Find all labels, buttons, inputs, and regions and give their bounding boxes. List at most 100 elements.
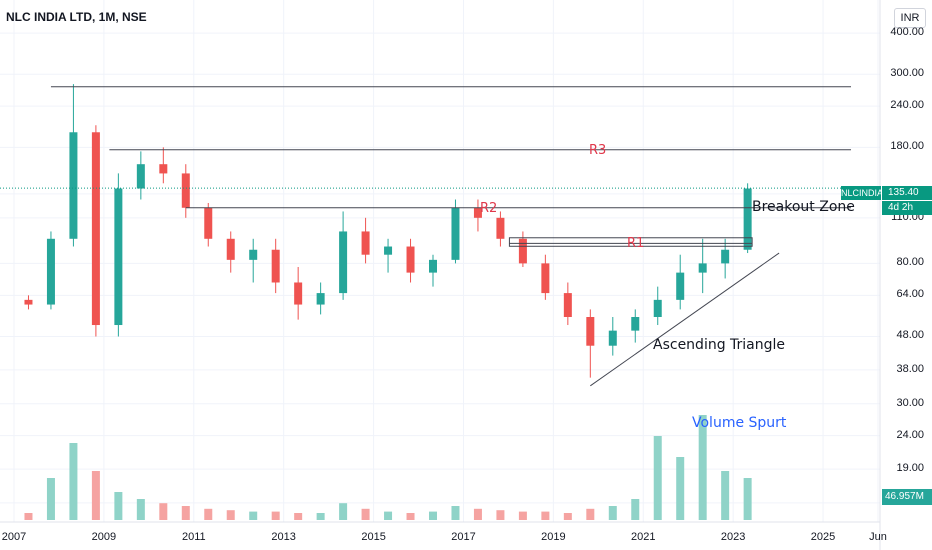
symbol-badge: NLCINDIA xyxy=(841,186,884,200)
label-r2: R2 xyxy=(480,201,498,216)
y-tick-label: 48.00 xyxy=(896,329,924,342)
candle-body xyxy=(676,272,685,300)
candle-body xyxy=(451,207,460,260)
candle-body xyxy=(24,299,33,305)
volume-bar xyxy=(361,508,370,520)
candle-body xyxy=(563,293,572,317)
candle-body xyxy=(136,164,145,189)
volume-bar xyxy=(563,513,572,520)
volume-bar xyxy=(271,511,280,520)
x-tick-label: 2009 xyxy=(91,531,117,543)
volume-bar xyxy=(384,511,393,520)
y-tick-label: 64.00 xyxy=(896,288,924,301)
label-breakout-zone: Breakout Zone xyxy=(752,199,855,215)
candles xyxy=(24,84,752,378)
label-r3: R3 xyxy=(589,143,607,158)
y-tick-label: 30.00 xyxy=(896,396,924,409)
x-tick-label: Jun xyxy=(869,531,887,543)
chart-title: NLC INDIA LTD, 1M, NSE xyxy=(6,10,147,24)
volume-bar xyxy=(24,513,33,520)
label-r1: R1 xyxy=(627,236,645,251)
volume-bar xyxy=(653,436,662,520)
candle-body xyxy=(698,263,707,273)
x-tick-label: 2023 xyxy=(720,531,746,543)
volume-bar xyxy=(608,506,617,520)
volume-bar xyxy=(541,511,550,520)
candle-body xyxy=(743,188,752,250)
volume-bar xyxy=(518,511,527,520)
countdown-badge: 4d 2h xyxy=(882,201,932,215)
volume-bar xyxy=(181,506,190,520)
y-tick-label: 80.00 xyxy=(896,256,924,269)
label-volume-spurt: Volume Spurt xyxy=(692,415,787,431)
volume-bar xyxy=(429,511,437,520)
grid-lines xyxy=(0,0,880,522)
candle-body xyxy=(608,330,617,346)
volume-bar xyxy=(204,508,213,520)
volume-badge: 46.957M xyxy=(882,489,932,505)
volume-bar xyxy=(721,471,730,520)
candle-body xyxy=(384,246,393,255)
volume-bar xyxy=(69,443,78,520)
volume-bar xyxy=(46,478,55,520)
candle-body xyxy=(159,164,168,174)
y-tick-label: 300.00 xyxy=(890,67,924,80)
y-tick-label: 19.00 xyxy=(896,462,924,475)
volume-bar xyxy=(294,513,303,520)
candle-body xyxy=(631,316,640,331)
candle-body xyxy=(271,249,280,283)
candle-body xyxy=(204,207,213,239)
volume-bar xyxy=(91,471,100,520)
candle-body xyxy=(429,259,437,273)
candle-body xyxy=(496,217,505,239)
x-tick-label: 2021 xyxy=(631,531,656,543)
candle-body xyxy=(518,238,527,264)
candle-body xyxy=(473,207,482,218)
x-tick-label: 2011 xyxy=(181,531,206,543)
volume-bar xyxy=(339,503,348,520)
candle-body xyxy=(541,263,550,294)
volume-bar xyxy=(136,499,145,520)
volume-bar xyxy=(114,492,123,520)
y-tick-label: 180.00 xyxy=(890,140,924,153)
candle-body xyxy=(226,238,235,260)
x-tick-label: 2013 xyxy=(271,531,296,543)
volume-bar xyxy=(451,506,460,520)
y-tick-label: 24.00 xyxy=(896,428,924,441)
candle-body xyxy=(586,316,595,346)
x-tick-label: 2025 xyxy=(810,531,836,543)
volume-bars xyxy=(24,415,752,520)
x-tick-label: 2015 xyxy=(361,531,386,543)
candle-body xyxy=(69,132,78,239)
candle-body xyxy=(316,293,325,305)
ascending-trendline xyxy=(590,252,780,387)
price-badge: 135.40 xyxy=(882,186,932,200)
volume-bar xyxy=(496,510,505,520)
x-tick-label: 2017 xyxy=(451,531,476,543)
volume-bar xyxy=(226,510,235,520)
candle-body xyxy=(339,231,348,294)
r1-zone-box xyxy=(508,237,753,247)
volume-bar xyxy=(698,415,707,520)
candle-body xyxy=(721,249,730,264)
candle-body xyxy=(653,299,662,317)
volume-bar xyxy=(586,508,595,520)
resistance-levels xyxy=(50,86,852,244)
candle-body xyxy=(114,188,123,326)
y-tick-label: 38.00 xyxy=(896,362,924,375)
currency-button[interactable]: INR xyxy=(894,8,926,28)
x-tick-label: 2019 xyxy=(541,531,566,543)
candle-body xyxy=(91,132,100,326)
volume-bar xyxy=(159,503,168,520)
candle-body xyxy=(406,246,415,273)
label-ascending-triangle: Ascending Triangle xyxy=(653,337,786,353)
candle-body xyxy=(361,231,370,255)
volume-bar xyxy=(316,513,325,520)
volume-bar xyxy=(676,457,685,520)
candle-body xyxy=(46,238,55,305)
candle-body xyxy=(181,173,190,208)
x-tick-label: 2007 xyxy=(1,531,27,543)
candle-body xyxy=(294,282,303,305)
volume-bar xyxy=(743,478,752,520)
